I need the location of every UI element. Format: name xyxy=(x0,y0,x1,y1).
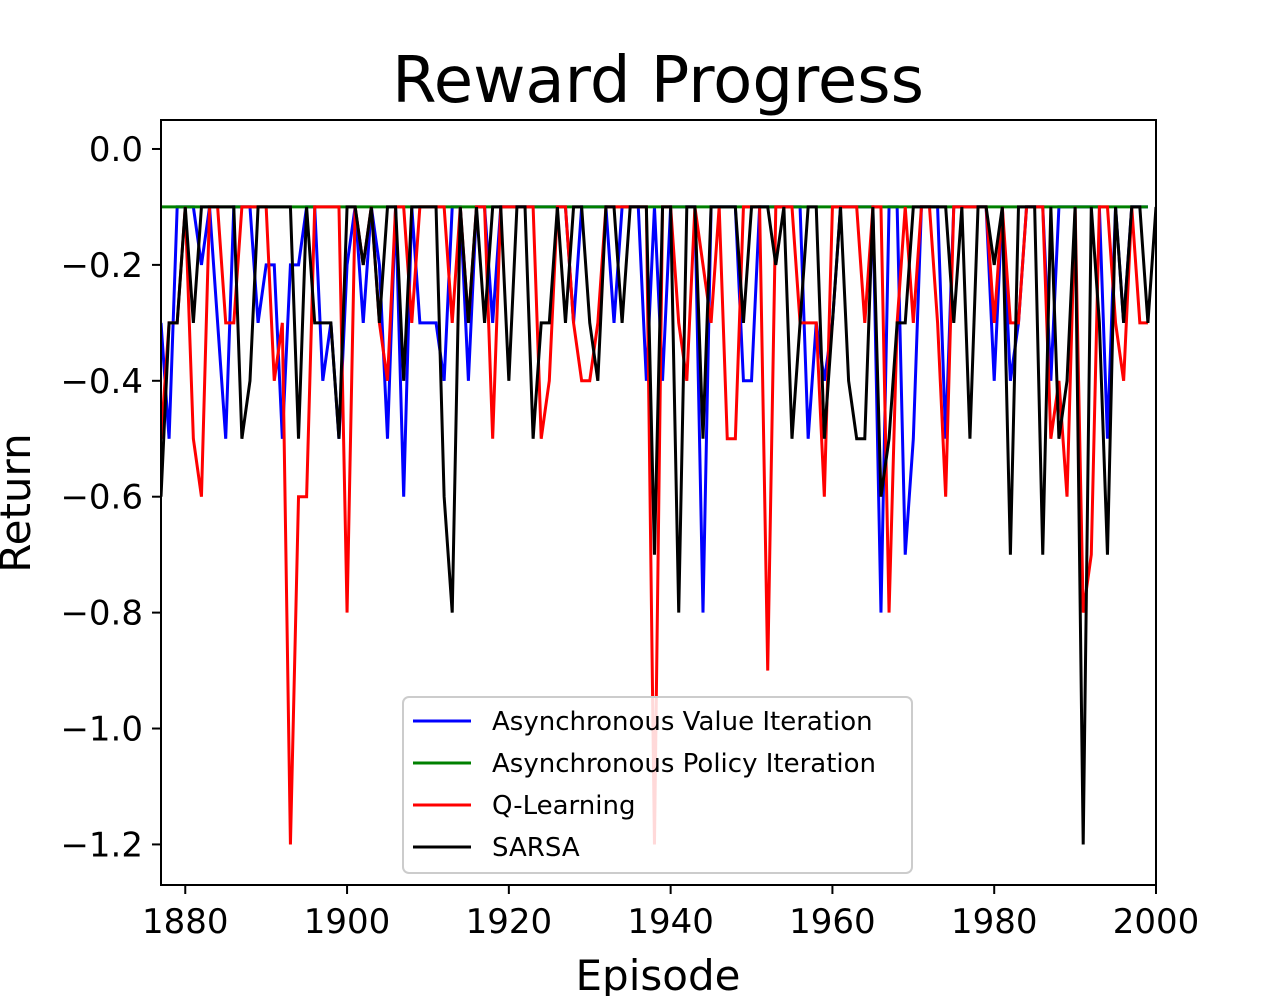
y-tick-label: −0.6 xyxy=(60,478,143,518)
y-tick-label: −1.2 xyxy=(60,825,143,865)
y-axis-label: Return xyxy=(0,433,40,572)
y-tick-label: −1.0 xyxy=(60,710,143,750)
tick-layer: 1880 1900 1920 1940 1960 1980 2000 0.0 −0.2 −0.4 −… xyxy=(60,130,1199,942)
x-tick-label: 1900 xyxy=(304,902,391,942)
legend-label-sarsa: SARSA xyxy=(492,833,580,863)
x-tick-label: 1940 xyxy=(627,902,714,942)
legend-label-q-learning: Q-Learning xyxy=(492,791,635,821)
x-tick-label: 1960 xyxy=(789,902,876,942)
legend-label-asynchronous-policy-iteration: Asynchronous Policy Iteration xyxy=(492,749,876,779)
x-tick-label: 1920 xyxy=(466,902,553,942)
series-line-sarsa xyxy=(161,205,1156,845)
chart-title: Reward Progress xyxy=(392,44,924,118)
y-tick-label: 0.0 xyxy=(89,130,143,170)
x-axis-label: Episode xyxy=(576,951,741,996)
y-tick-label: −0.4 xyxy=(60,362,143,402)
legend: Asynchronous Value Iteration Asynchronous… xyxy=(402,696,913,874)
x-tick-label: 2000 xyxy=(1113,902,1200,942)
x-tick-label: 1980 xyxy=(951,902,1038,942)
legend-label-asynchronous-value-iteration: Asynchronous Value Iteration xyxy=(492,707,873,737)
y-tick-label: −0.8 xyxy=(60,594,143,634)
legend-box xyxy=(402,696,913,874)
y-tick-label: −0.2 xyxy=(60,246,143,286)
plot-frame xyxy=(160,119,1157,886)
x-tick-label: 1880 xyxy=(142,902,229,942)
